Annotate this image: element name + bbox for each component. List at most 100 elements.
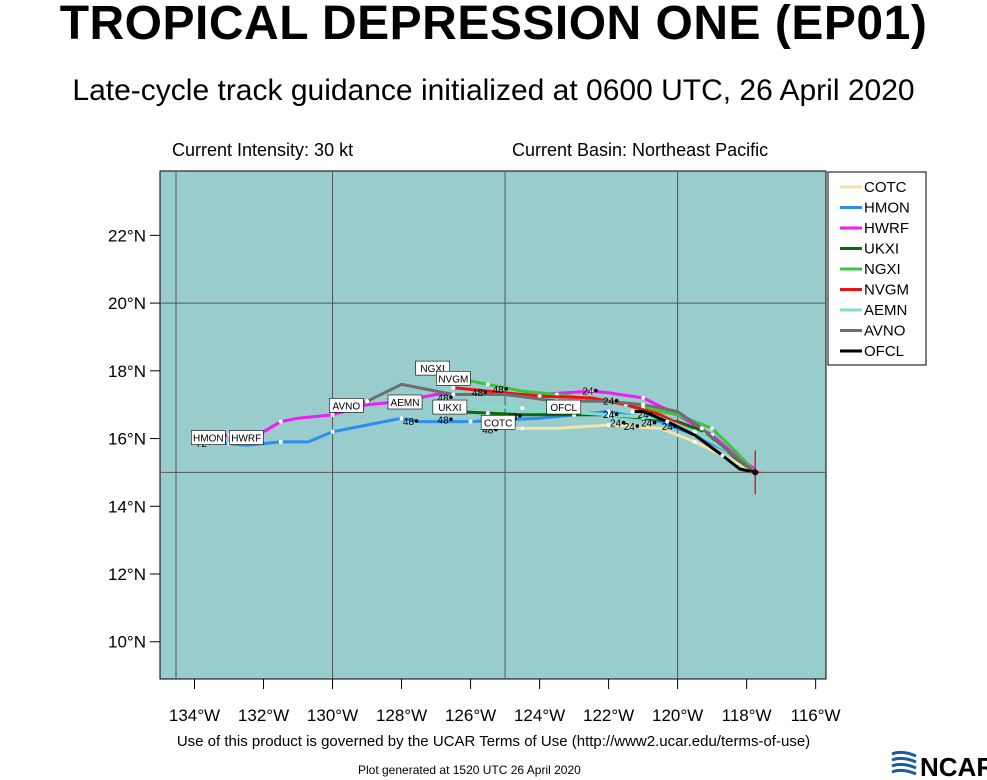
x-tick-label: 118°W — [722, 706, 772, 725]
track-label-hmon: HMON — [193, 434, 224, 445]
track-label-box — [329, 398, 364, 413]
y-tick-label: 20°N — [108, 294, 146, 313]
track-point — [606, 423, 611, 427]
track-label-box — [191, 430, 226, 445]
track-point — [330, 429, 335, 434]
x-tick-label: 120°W — [652, 706, 703, 725]
position-dot — [752, 469, 759, 476]
track-label-hwrf: HWRF — [231, 434, 261, 445]
forecast-hour-label: 24 — [638, 410, 650, 421]
track-point — [468, 419, 473, 424]
forecast-hour-label: 24 — [582, 387, 594, 398]
track-point — [399, 416, 404, 421]
track-point — [365, 399, 370, 404]
current-position-marker — [749, 450, 762, 495]
legend-label-ukxi: UKXI — [864, 241, 899, 258]
forecast-hour-dot — [614, 398, 619, 403]
track-label-box — [432, 399, 468, 415]
track-point — [699, 426, 704, 431]
forecast-hour-dot — [614, 412, 619, 417]
track-label-nvgm: NVGM — [438, 374, 468, 385]
forecast-hour-label: 48 — [482, 425, 494, 436]
track-point — [606, 412, 611, 417]
track-point — [606, 409, 611, 414]
track-point — [720, 453, 725, 458]
x-tick-label: 124°W — [514, 706, 565, 725]
page-subtitle: Late-cycle track guidance initialized at… — [72, 74, 915, 107]
track-point — [641, 402, 646, 407]
terms-of-use-text: Use of this product is governed by the U… — [176, 733, 811, 750]
x-tick-label: 126°W — [445, 706, 496, 725]
track-point — [330, 412, 335, 417]
y-tick-label: 16°N — [108, 430, 146, 449]
forecast-hour-label: 24 — [610, 419, 622, 430]
x-tick-label: 128°W — [376, 706, 427, 725]
ncar-logo-text: NCAR — [920, 752, 987, 780]
legend-label-aemn: AEMN — [864, 302, 907, 319]
plot-generated-text: Plot generated at 1520 UTC 26 April 2020 — [358, 763, 581, 777]
forecast-hour-label: 48 — [493, 385, 505, 396]
forecast-hour-label: 24 — [641, 419, 653, 430]
forecast-hour-dot — [594, 388, 598, 393]
forecast-hour-dot — [518, 414, 522, 418]
forecast-hour-dot — [635, 424, 640, 428]
legend-label-ngxi: NGXI — [864, 261, 901, 278]
axes: 134°W 132°W 130°W 128°W 126°W 124°W 122°W 120°W… — [108, 226, 841, 725]
forecast-hour-dot — [673, 424, 678, 428]
current-basin: Current Basin: Northeast Pacific — [512, 140, 769, 160]
track-point — [278, 419, 283, 424]
forecast-hour-label: 24 — [662, 422, 674, 433]
y-tick-label: 12°N — [108, 565, 146, 584]
track-point — [641, 395, 646, 400]
forecast-hour-dot — [649, 412, 653, 417]
forecast-hour-dot — [449, 417, 453, 422]
track-point — [485, 411, 490, 416]
legend-label-ofcl: OFCL — [864, 343, 904, 360]
track-labels: 4848484848484848722424242424242424NGXINV… — [191, 360, 678, 450]
track-label-box — [436, 370, 471, 386]
forecast-hour-label: 48 — [437, 415, 449, 426]
track-label-cotc: COTC — [484, 418, 512, 429]
forecast-hour-dot — [652, 420, 657, 425]
y-tick-label: 10°N — [108, 633, 146, 652]
legend-label-nvgm: NVGM — [864, 282, 909, 299]
page-title: TROPICAL DEPRESSION ONE (EP01) — [59, 0, 928, 50]
forecast-hour-dot — [504, 387, 508, 391]
forecast-hour-label: 48 — [472, 388, 484, 399]
legend-label-cotc: COTC — [864, 179, 907, 196]
y-tick-label: 22°N — [108, 226, 146, 245]
forecast-hour-label: 24 — [603, 397, 615, 408]
current-intensity: Current Intensity: 30 kt — [172, 140, 354, 160]
track-label-ukxi: UKXI — [438, 403, 461, 414]
forecast-hour-dot — [449, 395, 453, 400]
track-point — [451, 392, 456, 397]
track-point — [692, 429, 697, 434]
track-point — [485, 382, 490, 387]
forecast-hour-dot — [483, 390, 488, 395]
model-tracks — [194, 376, 757, 474]
x-tick-label: 132°W — [238, 706, 289, 725]
legend-label-hwrf: HWRF — [864, 220, 909, 237]
x-tick-label: 134°W — [169, 706, 220, 725]
track-label-ofcl: OFCL — [550, 403, 577, 414]
track-label-avno: AVNO — [333, 401, 361, 412]
forecast-hour-label: 48 — [403, 417, 415, 428]
x-tick-label: 116°W — [791, 706, 841, 725]
ncar-logo-swoosh-icon — [891, 750, 917, 776]
forecast-hour-dot — [621, 420, 626, 425]
track-point — [451, 385, 456, 390]
x-tick-label: 130°W — [307, 706, 358, 725]
forecast-hour-label: 24 — [603, 410, 615, 421]
track-label-aemn: AEMN — [391, 398, 420, 409]
track-point — [520, 406, 525, 411]
track-label-box — [546, 399, 582, 415]
ncar-logo: NCAR — [891, 750, 987, 780]
x-tick-label: 122°W — [583, 706, 634, 725]
track-ofcl — [632, 410, 756, 474]
forecast-hour-label: 24 — [624, 422, 636, 433]
track-label-box — [228, 430, 264, 445]
track-avno — [332, 382, 757, 474]
track-point — [537, 394, 542, 399]
track-label-box — [480, 415, 516, 430]
